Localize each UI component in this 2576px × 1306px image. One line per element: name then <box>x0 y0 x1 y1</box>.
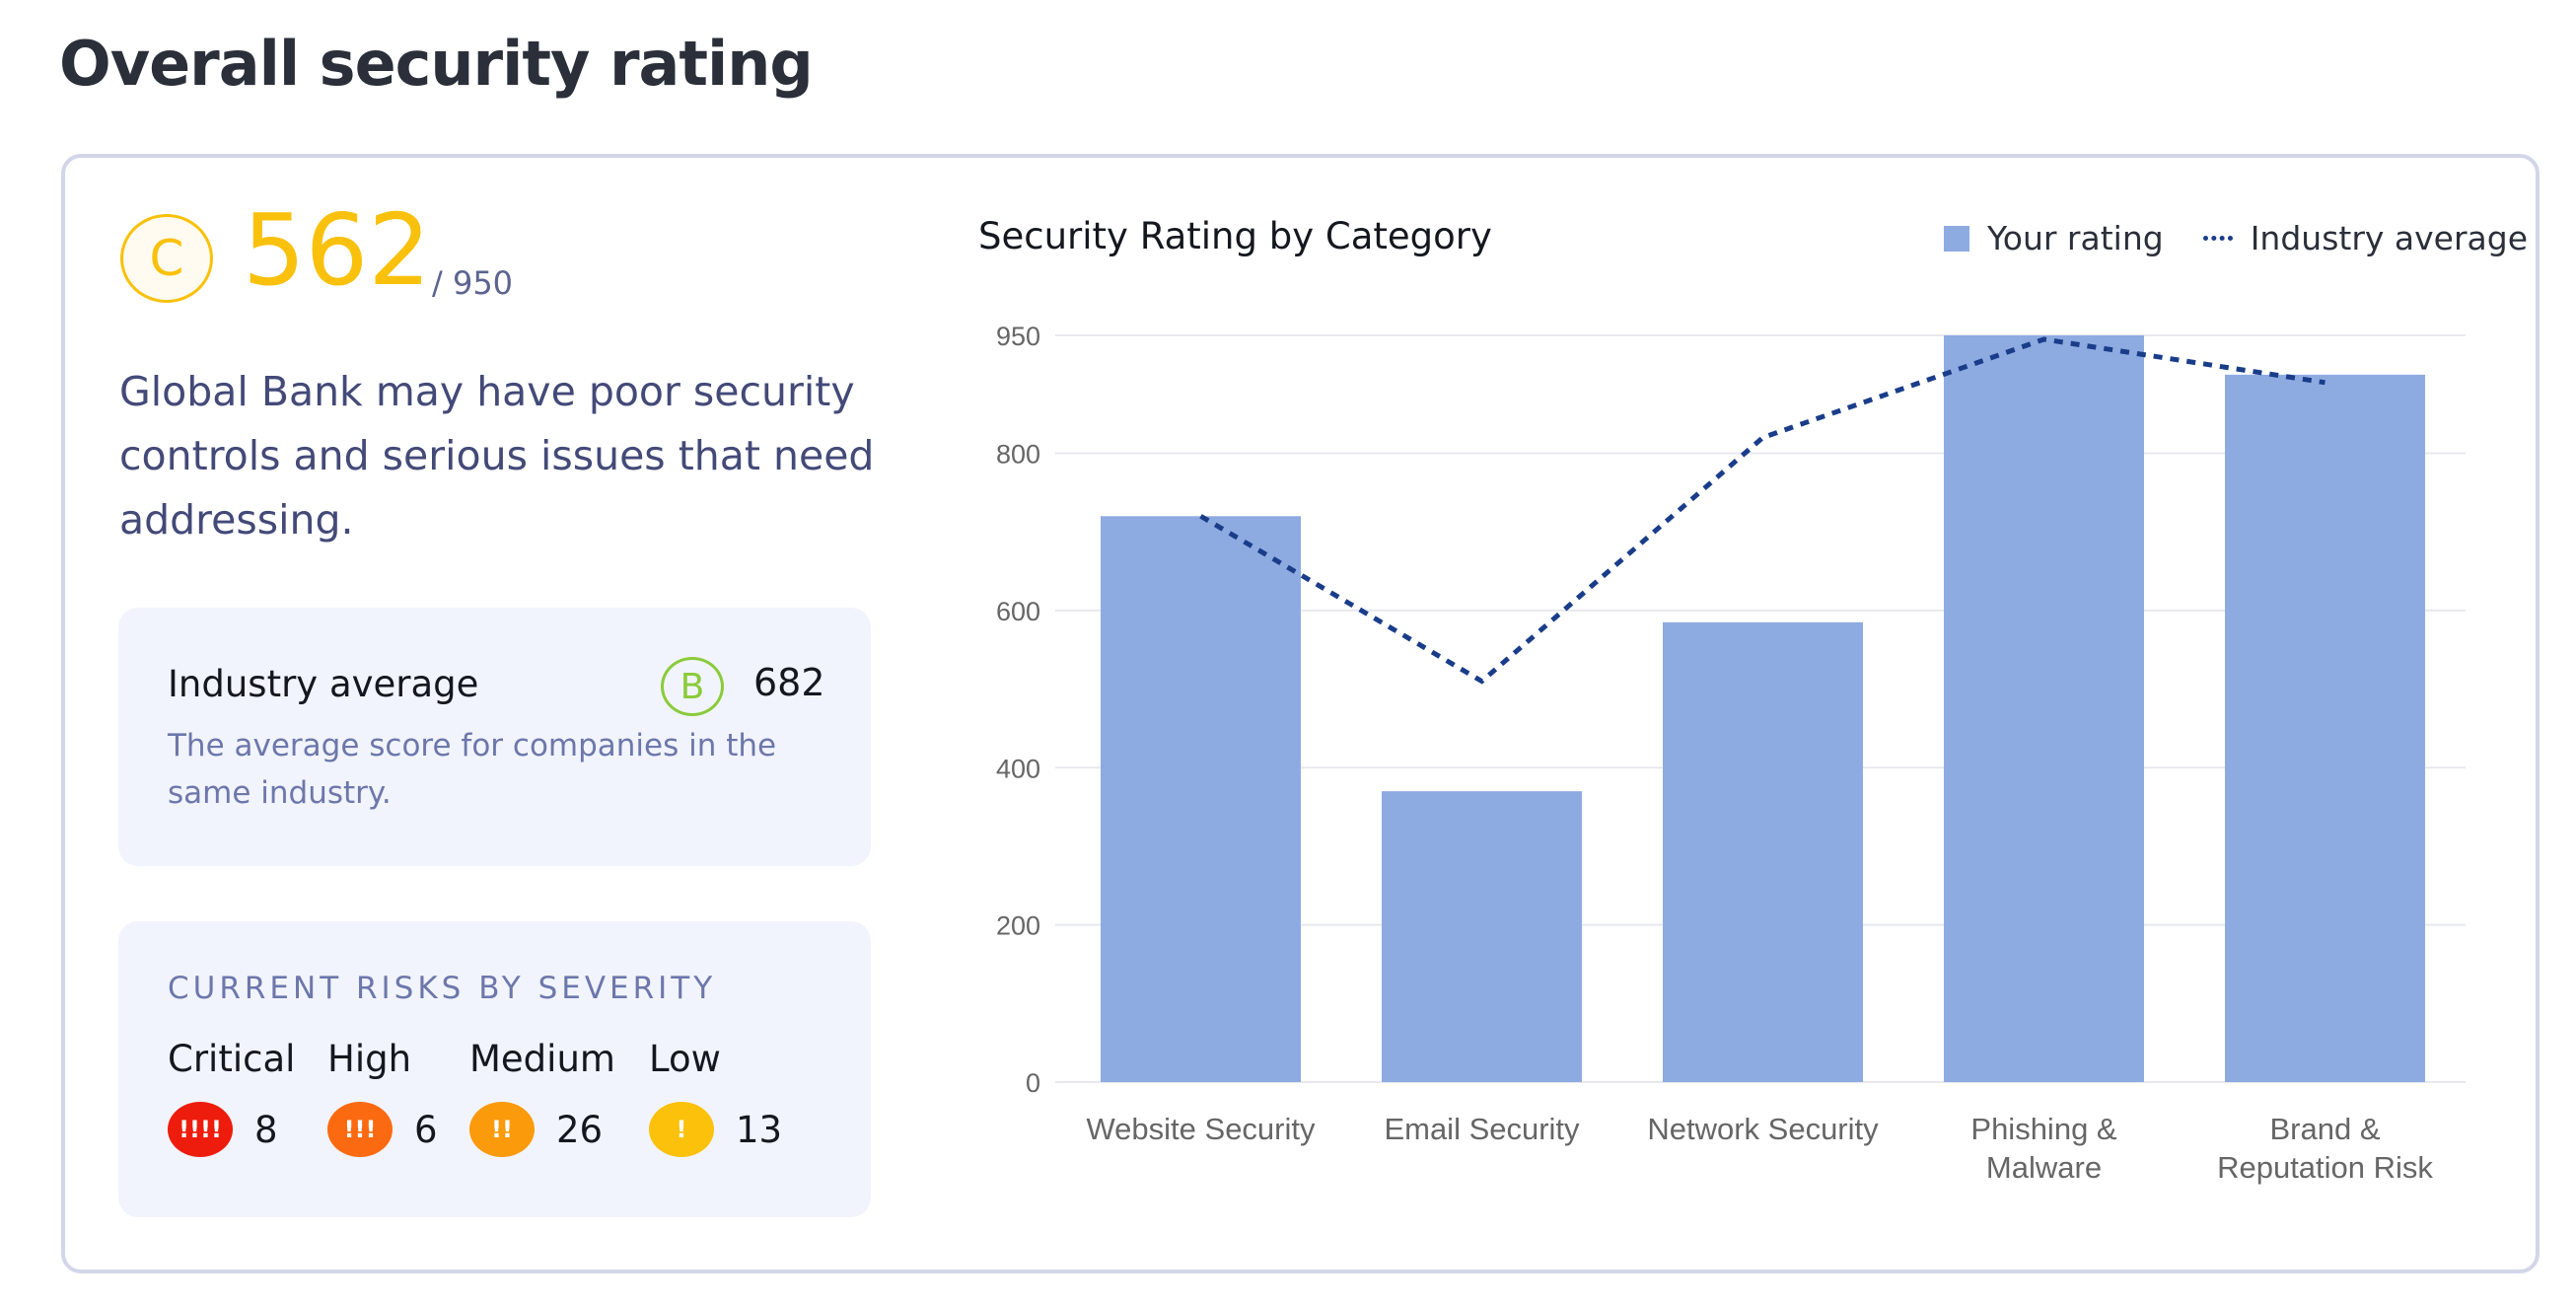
industry-average-title: Industry average <box>168 663 479 705</box>
y-tick-label: 800 <box>996 440 1040 470</box>
medium-alert-icon: !! <box>469 1102 535 1157</box>
severity-label: Critical <box>168 1038 296 1080</box>
legend-dotted-line-icon <box>2202 236 2233 241</box>
risks-panel: CURRENT RISKS BY SEVERITY Critical !!!! 8… <box>118 921 871 1217</box>
industry-grade-badge: B <box>661 657 724 716</box>
severity-medium: Medium !! 26 <box>469 1038 615 1157</box>
x-tick-label: Phishing & <box>1970 1112 2117 1146</box>
severity-low: Low ! 13 <box>649 1038 782 1157</box>
bar-2 <box>1663 621 1863 1082</box>
x-tick-label: Website Security <box>1086 1112 1316 1146</box>
industry-average-description: The average score for companies in the s… <box>168 728 777 811</box>
legend-your-rating: Your rating <box>1987 219 2164 257</box>
chart-title: Security Rating by Category <box>978 215 1492 257</box>
x-tick-label: Brand & <box>2269 1112 2380 1146</box>
grade-badge: C <box>120 214 213 303</box>
bar-4 <box>2225 374 2425 1082</box>
severity-label: Medium <box>469 1038 615 1080</box>
x-tick-label: Malware <box>1986 1150 2102 1185</box>
legend-industry-average: Industry average <box>2250 219 2529 257</box>
industry-average-line <box>1199 336 2326 685</box>
critical-alert-icon: !!!! <box>168 1102 233 1157</box>
score-value: 562 <box>243 192 431 308</box>
y-tick-label: 600 <box>996 597 1040 626</box>
risks-heading: CURRENT RISKS BY SEVERITY <box>168 971 717 1006</box>
chart-legend: Your rating Industry average <box>1944 219 2528 257</box>
industry-average-score: 682 <box>753 661 825 704</box>
severity-high: High !!! 6 <box>327 1038 438 1157</box>
security-rating-card: C 562 / 950 Global Bank may have poor se… <box>61 154 2540 1273</box>
bar-3 <box>1944 335 2144 1082</box>
x-tick-label: Email Security <box>1384 1112 1580 1146</box>
high-alert-icon: !!! <box>327 1102 393 1157</box>
score-max: / 950 <box>432 264 514 302</box>
y-tick-label: 950 <box>996 322 1040 351</box>
legend-bar-swatch-icon <box>1944 225 1969 252</box>
industry-average-panel: Industry average B 682 The average score… <box>118 608 871 866</box>
severity-count: 6 <box>414 1108 438 1151</box>
y-tick-label: 200 <box>996 911 1040 941</box>
severity-count: 26 <box>556 1108 604 1151</box>
low-alert-icon: ! <box>649 1102 714 1157</box>
bar-0 <box>1101 516 1301 1082</box>
y-tick-label: 0 <box>1026 1068 1040 1098</box>
bar-1 <box>1382 791 1582 1082</box>
severity-label: Low <box>649 1038 721 1080</box>
y-tick-label: 400 <box>996 754 1040 783</box>
x-tick-label: Network Security <box>1647 1112 1879 1146</box>
severity-count: 13 <box>736 1108 783 1151</box>
page-title: Overall security rating <box>59 28 814 100</box>
severity-label: High <box>327 1038 412 1080</box>
severity-critical: Critical !!!! 8 <box>168 1038 295 1157</box>
rating-description: Global Bank may have poor security contr… <box>119 368 875 544</box>
x-tick-label: Reputation Risk <box>2217 1150 2433 1185</box>
severity-count: 8 <box>254 1108 278 1151</box>
